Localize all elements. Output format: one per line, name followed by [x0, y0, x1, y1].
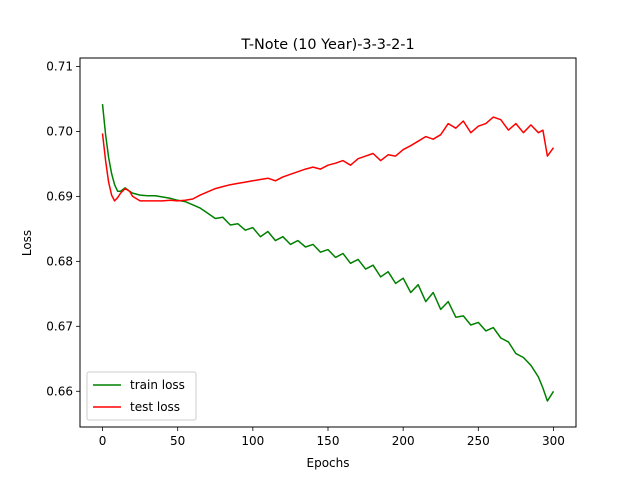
series-line-train-loss [101, 104, 555, 402]
y-tick-label: 0.66 [46, 384, 73, 398]
legend-label-test-loss: test loss [130, 400, 180, 414]
y-tick-label: 0.67 [46, 319, 73, 333]
series-layer [101, 104, 555, 402]
legend-label-train-loss: train loss [130, 378, 185, 392]
x-tick-label: 250 [467, 434, 490, 448]
x-tick-label: 300 [542, 434, 565, 448]
y-tick-label: 0.70 [46, 124, 73, 138]
chart-title: T-Note (10 Year)-3-3-2-1 [240, 37, 414, 53]
y-tick-label: 0.68 [46, 254, 73, 268]
legend: train loss test loss [86, 371, 197, 421]
x-axis-label: Epochs [307, 456, 350, 470]
x-tick-label: 150 [317, 434, 340, 448]
y-tick-label: 0.71 [46, 59, 73, 73]
x-tick-label: 0 [99, 434, 107, 448]
series-line-test-loss [101, 116, 555, 202]
x-tick-label: 200 [392, 434, 415, 448]
x-axis: 0 50 100 150 200 250 300 [99, 427, 565, 448]
y-axis-label: Loss [20, 230, 34, 256]
x-tick-label: 50 [170, 434, 185, 448]
y-tick-label: 0.69 [46, 189, 73, 203]
y-axis: 0.66 0.67 0.68 0.69 0.70 0.71 [46, 59, 80, 398]
legend-box [86, 371, 197, 421]
x-tick-label: 100 [241, 434, 264, 448]
